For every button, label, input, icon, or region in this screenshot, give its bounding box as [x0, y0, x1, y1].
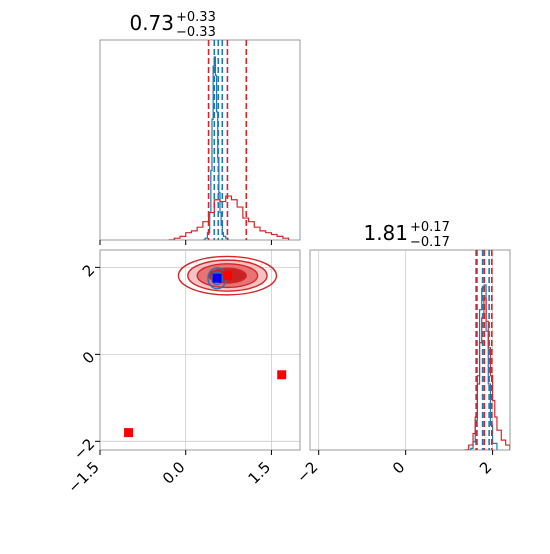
title-upper-error: +0.17	[410, 220, 450, 235]
x-tick-label-0: −2	[293, 458, 321, 486]
y-tick-label-2: 2	[79, 261, 98, 280]
sample-point	[247, 260, 250, 262]
axes-frame	[99, 249, 301, 451]
x-tick-label-1: 0.0	[159, 458, 189, 488]
y-tick-label-1: 0	[79, 348, 98, 367]
y-tick-label-0: −2	[70, 435, 98, 463]
marker-point-0	[124, 428, 134, 438]
marginal-histogram-param-1: 0.73 +0.33 −0.33	[99, 10, 301, 245]
marginal-histogram-param-2: −2 0 2 1.81 +0.17 −0.17	[293, 220, 511, 486]
sample-point	[260, 263, 262, 266]
sample-point	[269, 268, 272, 271]
marker-point-2	[222, 271, 232, 281]
axes-frame	[309, 249, 511, 451]
title-lower-error: −0.17	[410, 235, 450, 250]
marker-point-3	[212, 273, 222, 283]
histogram-series-0	[202, 56, 229, 240]
red-contour-level-3	[177, 255, 278, 296]
title-value: 1.81	[363, 221, 408, 245]
marker-point-1	[277, 370, 287, 380]
x-tick-label-2: 1.5	[245, 458, 275, 488]
histogram-series-1	[464, 297, 510, 450]
joint-distribution-panel: −1.5 0.0 1.5 −2 0 2	[64, 249, 301, 497]
title-value: 0.73	[129, 11, 174, 35]
histogram-series-1	[168, 195, 290, 240]
axes-frame	[99, 39, 301, 241]
x-tick-label-0: −1.5	[64, 458, 102, 496]
x-tick-label-2: 2	[476, 458, 495, 477]
x-tick-label-1: 0	[389, 458, 408, 477]
sample-point	[195, 261, 198, 264]
title-lower-error: −0.33	[176, 25, 216, 40]
blue-contour-level-0	[210, 271, 224, 286]
title-upper-error: +0.33	[176, 10, 216, 25]
